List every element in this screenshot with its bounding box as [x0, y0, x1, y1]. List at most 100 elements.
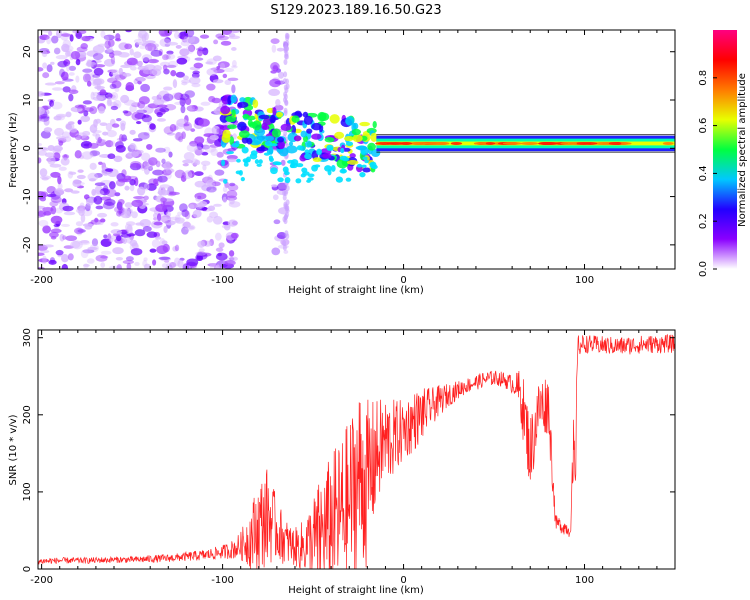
spectrogram-frame	[37, 29, 676, 270]
noise-blob	[206, 83, 216, 91]
signal-blob	[349, 153, 356, 159]
noise-blob	[185, 44, 195, 54]
noise-blob	[108, 181, 116, 190]
spectrogram-xlabel: Height of straight line (km)	[288, 285, 424, 296]
noise-blob	[108, 52, 115, 58]
noise-blob	[270, 184, 278, 188]
noise-blob	[99, 188, 110, 196]
noise-blob	[42, 62, 48, 69]
noise-blob	[194, 171, 204, 176]
noise-blob	[201, 184, 212, 192]
noise-blob	[61, 43, 70, 53]
x-tick-label: -200	[30, 575, 53, 586]
noise-blob	[143, 131, 150, 136]
noise-blob	[182, 263, 189, 269]
noise-blob	[217, 61, 230, 69]
signal-blob	[352, 134, 363, 143]
noise-blob	[198, 200, 208, 207]
noise-blob	[80, 43, 88, 50]
noise-blob	[102, 185, 109, 194]
snr-xlabel: Height of straight line (km)	[288, 585, 424, 596]
noise-blob	[41, 176, 49, 181]
noise-blob	[102, 201, 115, 210]
signal-core	[304, 149, 310, 155]
noise-blob	[169, 262, 177, 268]
noise-blob	[156, 213, 162, 222]
noise-blob	[105, 122, 113, 132]
noise-blob	[91, 129, 102, 134]
signal-core	[290, 159, 299, 166]
signal-core	[284, 176, 291, 184]
signal-core	[282, 166, 289, 173]
noise-blob	[49, 100, 55, 107]
signal-core	[270, 167, 278, 175]
signal-blob	[231, 109, 236, 117]
noise-blob	[133, 78, 139, 85]
noise-blob	[93, 118, 98, 128]
signal-blob	[269, 114, 276, 124]
noise-blob	[166, 30, 179, 33]
noise-blob	[40, 249, 50, 254]
signal-blob	[253, 135, 263, 145]
signal-blob	[227, 95, 232, 105]
noise-blob	[182, 49, 189, 55]
noise-blob	[115, 145, 126, 153]
snr-ticks: -200 -100 0 100 0 100 200 300	[22, 328, 675, 586]
noise-blob	[152, 169, 164, 176]
noise-blob	[184, 90, 196, 98]
noise-blob	[110, 222, 119, 227]
signal-core	[371, 164, 378, 170]
noise-blob	[144, 64, 156, 71]
noise-blob	[56, 30, 63, 39]
noise-blob	[202, 47, 209, 56]
noise-blob	[143, 182, 150, 191]
noise-blob	[61, 253, 69, 263]
noise-blob	[86, 59, 92, 68]
noise-blob	[106, 130, 117, 138]
noise-blob	[183, 121, 193, 131]
x-tick-label: 100	[575, 275, 594, 286]
noise-blob	[174, 169, 186, 179]
noise-blob	[162, 93, 174, 102]
x-tick-label: -200	[30, 275, 53, 286]
noise-blob	[222, 73, 228, 79]
noise-blob	[80, 115, 91, 123]
noise-blob	[219, 62, 226, 70]
noise-blob	[209, 134, 219, 140]
signal-core	[307, 173, 315, 178]
noise-blob	[173, 31, 181, 39]
colorbar: 0.0 0.2 0.4 0.6 0.8 Normalized spectral ampl…	[698, 30, 748, 277]
noise-blob	[103, 234, 108, 239]
noise-blob	[270, 70, 277, 74]
noise-blob	[228, 250, 235, 257]
noise-blob	[43, 127, 53, 133]
noise-blob	[129, 129, 136, 135]
signal-core	[256, 163, 262, 167]
noise-blob	[47, 144, 55, 152]
noise-blob	[269, 78, 281, 88]
noise-blob	[230, 232, 239, 239]
noise-blob	[81, 35, 91, 42]
signal-core	[335, 176, 343, 183]
noise-blob	[161, 158, 166, 164]
noise-blob	[197, 195, 202, 200]
noise-blob	[218, 242, 225, 249]
noise-blob	[162, 54, 169, 61]
noise-blob	[146, 231, 158, 238]
noise-blob	[53, 47, 61, 55]
noise-blob	[124, 185, 130, 191]
noise-blob	[40, 130, 51, 139]
noise-blob	[98, 161, 103, 165]
noise-blob	[42, 30, 52, 33]
noise-blob	[110, 105, 119, 111]
noise-blob	[189, 204, 195, 210]
noise-blob	[38, 258, 50, 263]
signal-core	[243, 162, 249, 167]
noise-blob	[181, 222, 188, 229]
noise-blob	[42, 225, 51, 234]
noise-blob	[202, 164, 207, 171]
signal-blob	[266, 107, 275, 114]
signal-core	[221, 159, 226, 167]
signal-blob	[329, 114, 340, 124]
noise-blob	[158, 256, 171, 260]
